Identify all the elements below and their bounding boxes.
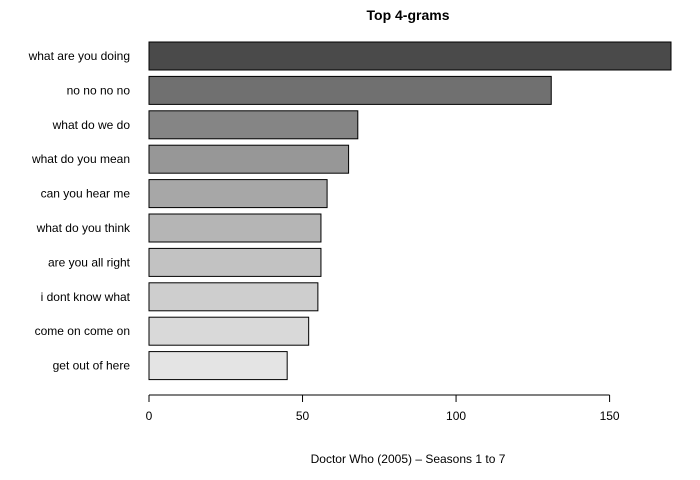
bar [148, 351, 288, 381]
category-label: what do you mean [31, 152, 130, 166]
x-tick-label: 150 [600, 409, 620, 423]
bar [148, 316, 310, 346]
category-label: no no no no [67, 83, 131, 97]
category-label: come on come on [35, 324, 130, 338]
category-label: what do you think [36, 221, 131, 235]
category-label: what are you doing [28, 49, 130, 63]
x-axis: 0 50 100 150 [146, 394, 620, 423]
x-tick-label: 0 [146, 409, 153, 423]
bar [148, 110, 359, 140]
category-label: get out of here [53, 359, 131, 373]
x-axis-label: Doctor Who (2005) – Seasons 1 to 7 [311, 452, 506, 466]
chart-title: Top 4-grams [367, 7, 450, 23]
bar [148, 247, 322, 277]
category-label: what do we do [52, 118, 131, 132]
bar [148, 179, 328, 209]
bar [148, 213, 322, 243]
bar [148, 41, 672, 71]
category-labels: what are you doing no no no no what do we … [28, 49, 131, 373]
x-tick-label: 100 [446, 409, 466, 423]
bar [148, 282, 319, 312]
bars-group [148, 41, 672, 381]
x-tick-label: 50 [296, 409, 310, 423]
bar [148, 75, 552, 105]
category-label: are you all right [48, 255, 131, 269]
category-label: can you hear me [41, 187, 131, 201]
category-label: i dont know what [41, 290, 131, 304]
bar [148, 144, 350, 174]
